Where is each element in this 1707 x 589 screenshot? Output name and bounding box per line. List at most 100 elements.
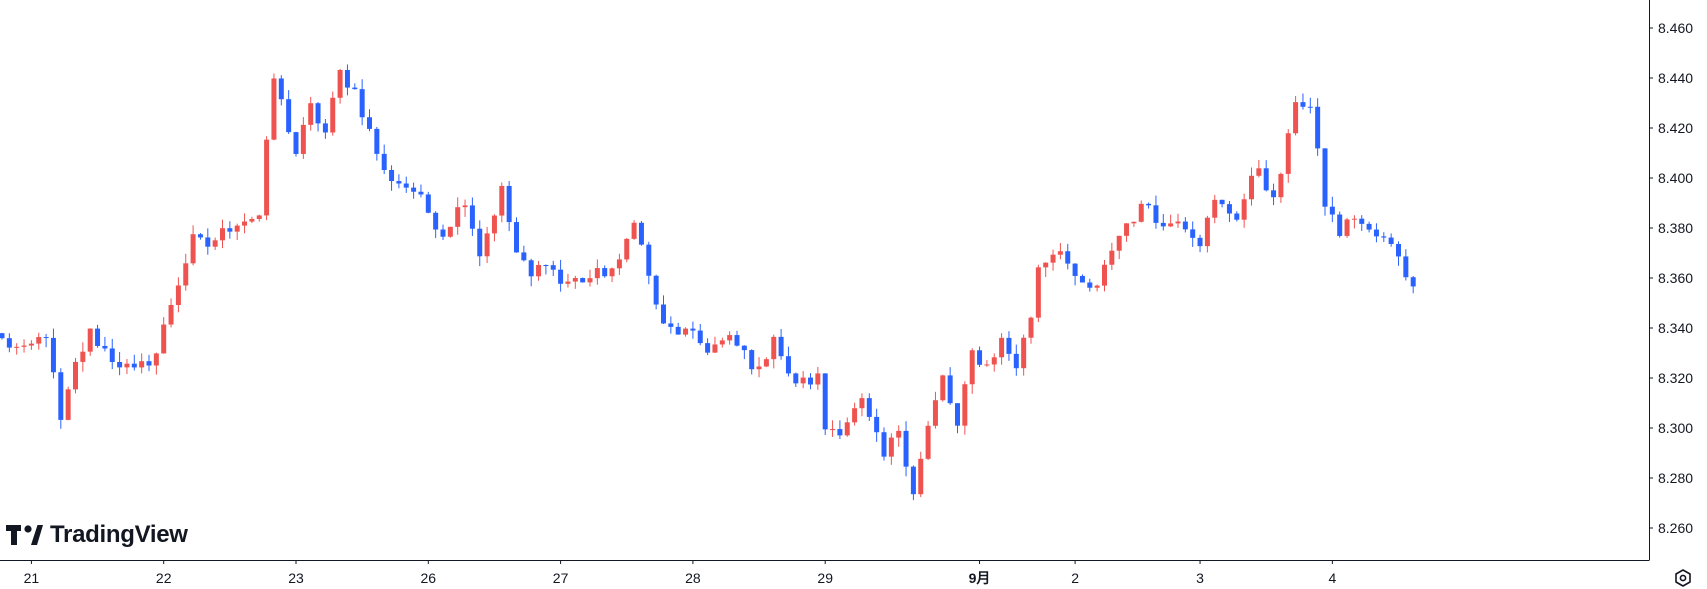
candle-body: [484, 233, 490, 257]
candle-body: [315, 103, 321, 124]
candle: [1153, 195, 1159, 229]
candle-body: [425, 194, 431, 213]
candle-body: [565, 281, 571, 284]
candle-body: [624, 238, 630, 260]
candle-body: [793, 373, 799, 384]
candle: [322, 119, 328, 139]
candle-body: [984, 364, 990, 366]
candle-body: [955, 403, 960, 426]
candle-body: [264, 139, 270, 216]
candle-body: [785, 356, 791, 374]
candle-body: [1351, 218, 1357, 220]
price-tick-label: 8.440: [1658, 70, 1693, 86]
candle: [286, 90, 292, 134]
chart-settings-button[interactable]: [1672, 567, 1694, 589]
candle: [624, 238, 630, 263]
candle-body: [477, 228, 483, 257]
candle-body: [653, 275, 659, 305]
candle-body: [741, 345, 747, 351]
candle-body: [1116, 235, 1122, 251]
candle: [1204, 215, 1210, 253]
price-tick-label: 8.400: [1658, 170, 1693, 186]
candle-body: [330, 97, 336, 133]
candle-body: [1021, 337, 1027, 369]
candle: [1146, 202, 1152, 209]
candle-body: [1359, 218, 1365, 224]
candle: [771, 334, 777, 369]
candle: [6, 333, 12, 353]
candle: [1256, 159, 1262, 178]
candle: [785, 346, 791, 377]
candle-body: [1366, 223, 1372, 230]
candle-body: [462, 205, 468, 208]
candle-body: [1124, 223, 1130, 236]
candle-body: [469, 205, 475, 229]
candle: [528, 258, 534, 287]
candle-body: [300, 124, 306, 154]
candle-body: [28, 343, 34, 346]
candle: [271, 73, 277, 141]
candle: [1021, 334, 1027, 376]
candle: [675, 322, 681, 335]
candle-body: [271, 78, 277, 140]
time-tick-label: 9月: [969, 570, 991, 586]
candle-body: [1322, 148, 1328, 207]
candle: [594, 259, 600, 285]
candle: [1307, 97, 1313, 114]
candles-group: [0, 64, 1416, 501]
candle-body: [874, 416, 880, 433]
candle-body: [727, 335, 733, 341]
candle: [28, 340, 34, 350]
candle: [1065, 243, 1071, 270]
candle-body: [212, 240, 218, 247]
candle-body: [616, 259, 622, 269]
candle-body: [65, 389, 71, 420]
candle-body: [499, 185, 505, 216]
candle-body: [1190, 229, 1196, 238]
candle-body: [852, 408, 858, 423]
candle-body: [690, 328, 696, 331]
candle-body: [675, 326, 681, 335]
candle-body: [697, 330, 703, 344]
candle-body: [367, 117, 372, 129]
price-tick-label: 8.420: [1658, 120, 1693, 136]
candle: [631, 220, 637, 240]
candle: [102, 336, 108, 352]
candle-body: [1131, 221, 1137, 224]
candle: [469, 197, 475, 236]
candle: [1271, 183, 1277, 206]
candle: [565, 273, 571, 288]
candle: [521, 245, 527, 262]
candle-body: [602, 268, 608, 277]
candle-body: [1094, 285, 1100, 288]
candle-body: [1168, 223, 1174, 227]
candle-body: [220, 228, 225, 241]
candle-body: [1293, 102, 1299, 134]
candle-body: [117, 361, 123, 368]
candle-body: [1035, 267, 1041, 318]
candle-body: [1388, 237, 1394, 244]
candle-body: [910, 466, 916, 495]
candle: [896, 425, 902, 447]
candle-body: [1373, 229, 1379, 237]
candle-body: [881, 432, 887, 457]
candle: [242, 213, 248, 234]
candle-body: [197, 234, 203, 238]
candle-body: [999, 337, 1005, 358]
candle: [1182, 217, 1188, 233]
candle-body: [1249, 175, 1254, 200]
candle-body: [1182, 221, 1188, 230]
candle-body: [1381, 236, 1387, 238]
candle: [43, 333, 49, 348]
candle: [705, 338, 711, 355]
candle-body: [205, 237, 211, 247]
candle: [264, 136, 270, 221]
candle: [1109, 242, 1115, 271]
candle: [205, 228, 211, 255]
candle-body: [991, 357, 997, 365]
tradingview-logo-icon: [6, 525, 43, 545]
candle: [1293, 96, 1299, 136]
candle-body: [1079, 275, 1085, 283]
candle: [1013, 344, 1019, 376]
